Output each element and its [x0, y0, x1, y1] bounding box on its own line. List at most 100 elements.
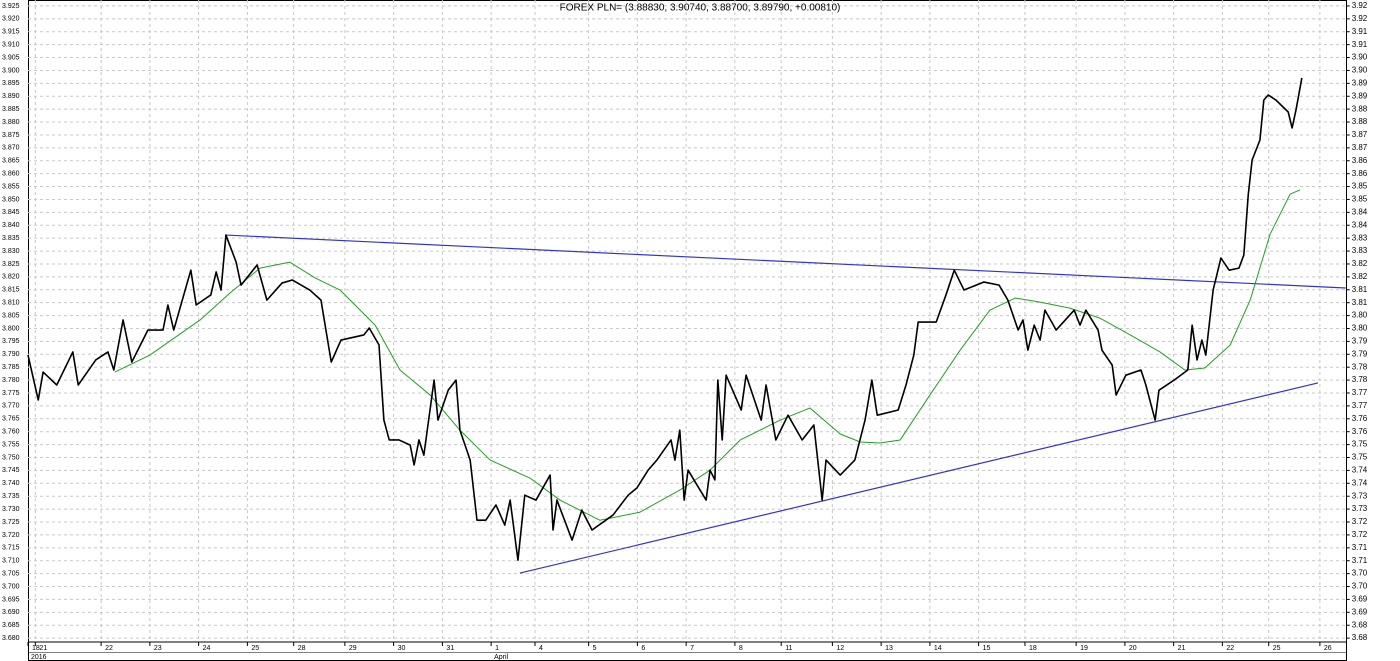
y2-tick-label: 3.89	[1352, 78, 1368, 87]
y-tick-label: 3.795	[2, 338, 20, 345]
y2-tick-label: 3.73	[1352, 491, 1368, 500]
x-tick-label: 25	[251, 645, 259, 652]
y2-tick-label: 3.92	[1352, 14, 1368, 23]
y-tick-label: 3.695	[2, 596, 20, 603]
y2-tick-label: 3.81	[1352, 285, 1368, 294]
x-tick-label: 12	[836, 645, 844, 652]
series-line	[114, 189, 1301, 521]
y-tick-label: 3.850	[2, 196, 20, 203]
y2-tick-label: 3.70	[1352, 582, 1368, 591]
y-tick-label: 3.785	[2, 364, 20, 371]
x-tick-label: 1	[495, 645, 499, 652]
x-tick-label: 24	[203, 645, 211, 652]
y-tick-label: 3.735	[2, 493, 20, 500]
marks	[27, 77, 1346, 574]
y-tick-label: 3.775	[2, 390, 20, 397]
y2-tick-label: 3.89	[1352, 91, 1368, 100]
x-tick-label: 25	[1273, 645, 1281, 652]
y2-tick-label: 3.75	[1352, 440, 1368, 449]
y-tick-label: 3.920	[2, 16, 20, 23]
y-tick-label: 3.820	[2, 274, 20, 281]
y-tick-label: 3.740	[2, 480, 20, 487]
y2-tick-label: 3.78	[1352, 375, 1368, 384]
series-line	[27, 77, 1303, 561]
y2-tick-label: 3.76	[1352, 414, 1368, 423]
x-tick-label: 29	[349, 645, 357, 652]
y-tick-label: 3.700	[2, 583, 20, 590]
y-tick-label: 3.835	[2, 235, 20, 242]
y-tick-label: 3.780	[2, 377, 20, 384]
x-tick-label: 7	[690, 645, 694, 652]
y-tick-label: 3.855	[2, 183, 20, 190]
y-tick-label: 3.810	[2, 300, 20, 307]
x-tick-label: 13	[885, 645, 893, 652]
y2-tick-label: 3.91	[1352, 40, 1368, 49]
x-tick-label: 22	[105, 645, 113, 652]
x-tick-label: 15	[983, 645, 991, 652]
x-tick-label: 18	[1029, 645, 1037, 652]
x-tick-label: 8	[739, 645, 743, 652]
x-tick-label: 19	[1080, 645, 1088, 652]
x-tick-sublabel: April	[494, 654, 508, 661]
y2-tick-label: 3.87	[1352, 143, 1368, 152]
x-tick-label: 30	[398, 645, 406, 652]
chart-title: FOREX PLN= (3.88830, 3.90740, 3.88700, 3…	[560, 3, 841, 14]
x-tick-label: 26	[1324, 645, 1332, 652]
x-tick-label: 28	[298, 645, 306, 652]
y2-tick-label: 3.70	[1352, 569, 1368, 578]
y2-tick-label: 3.85	[1352, 182, 1368, 191]
y-tick-label: 3.710	[2, 558, 20, 565]
y2-tick-label: 3.84	[1352, 207, 1368, 216]
y-tick-label: 3.745	[2, 467, 20, 474]
y-tick-label: 3.865	[2, 158, 20, 165]
series-line	[225, 234, 1346, 289]
y-tick-label: 3.725	[2, 519, 20, 526]
y2-tick-label: 3.69	[1352, 607, 1368, 616]
y2-tick-label: 3.75	[1352, 453, 1368, 462]
y-tick-label: 3.830	[2, 248, 20, 255]
y-tick-label: 3.805	[2, 312, 20, 319]
y2-tick-label: 3.91	[1352, 27, 1368, 36]
y-tick-label: 3.825	[2, 261, 20, 268]
y2-tick-label: 3.86	[1352, 169, 1368, 178]
y-tick-label: 3.900	[2, 67, 20, 74]
y-tick-label: 3.880	[2, 119, 20, 126]
y2-tick-label: 3.84	[1352, 220, 1368, 229]
y-tick-label: 3.915	[2, 29, 20, 36]
series-line	[519, 382, 1319, 574]
y2-tick-label: 3.77	[1352, 388, 1368, 397]
x-tick-label: 23	[154, 645, 162, 652]
y-tick-label: 3.890	[2, 93, 20, 100]
y-tick-label: 3.790	[2, 351, 20, 358]
y2-tick-label: 3.68	[1352, 633, 1368, 642]
x-tick-label: 20	[1129, 645, 1137, 652]
y2-tick-label: 3.81	[1352, 298, 1368, 307]
y2-tick-label: 3.79	[1352, 336, 1368, 345]
y2-tick-label: 3.83	[1352, 233, 1368, 242]
y2-tick-label: 3.82	[1352, 259, 1368, 268]
y2-tick-label: 3.87	[1352, 130, 1368, 139]
x-tick-label: 21	[39, 645, 47, 652]
y-tick-label: 3.910	[2, 41, 20, 48]
y-tick-label: 3.925	[2, 3, 20, 10]
y2-tick-label: 3.71	[1352, 543, 1368, 552]
grid	[28, 0, 1347, 642]
y2-tick-label: 3.88	[1352, 104, 1368, 113]
y2-tick-label: 3.80	[1352, 324, 1368, 333]
y-tick-label: 3.870	[2, 145, 20, 152]
y2-tick-label: 3.72	[1352, 530, 1368, 539]
x-tick-label: 4	[539, 645, 543, 652]
y-tick-label: 3.905	[2, 54, 20, 61]
y2-tick-label: 3.90	[1352, 53, 1368, 62]
y-tick-label: 3.885	[2, 106, 20, 113]
y-tick-label: 3.715	[2, 545, 20, 552]
y2-tick-label: 3.74	[1352, 466, 1368, 475]
y2-tick-label: 3.88	[1352, 117, 1368, 126]
y-tick-label: 3.845	[2, 209, 20, 216]
y-tick-label: 3.685	[2, 622, 20, 629]
y2-tick-label: 3.71	[1352, 556, 1368, 565]
y-tick-label: 3.750	[2, 454, 20, 461]
x-tick-sublabel: 2016	[31, 654, 47, 661]
